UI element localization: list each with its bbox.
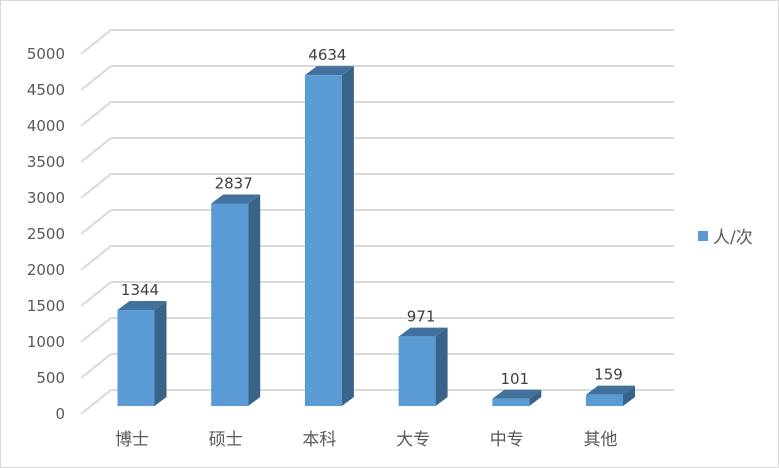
bar-side [529,389,542,406]
y-tick-label: 500 [36,369,65,387]
bar-side [341,66,354,407]
bar [117,310,155,406]
bar-side [623,385,635,406]
legend-label: 人/次 [713,228,753,248]
x-tick-label: 本科 [302,430,336,450]
data-label: 1344 [121,281,159,299]
y-tick-label: 3000 [27,189,65,207]
gridline-floor [80,101,112,127]
bar [304,75,342,407]
x-tick-label: 博士 [115,430,149,450]
y-tick-label: 0 [55,405,65,423]
y-tick-label: 2500 [27,225,65,243]
gridline-floor [80,317,112,343]
x-tick-label: 中专 [490,430,524,450]
y-tick-label: 5000 [27,45,65,63]
gridline-floor [80,209,112,235]
legend-swatch [698,230,708,241]
gridline-floor [80,137,112,163]
y-tick-label: 1500 [27,297,65,315]
bar-side [154,301,167,406]
y-tick-label: 2000 [27,261,65,279]
bar [211,203,249,406]
gridline-floor [80,281,112,307]
x-tick-label: 硕士 [209,430,243,450]
gridline-floor [80,353,112,379]
bar [398,336,436,406]
gridline-floor [80,389,112,415]
data-label: 101 [500,370,529,388]
x-tick-label: 大专 [396,430,430,450]
data-label: 159 [594,366,623,384]
y-tick-label: 4500 [27,81,65,99]
gridline-floor [80,245,112,271]
bar-top [117,301,167,311]
bar [586,394,623,406]
bar-side [435,327,448,406]
bar-top [492,389,542,399]
bar-top [211,194,261,204]
y-tick-label: 1000 [27,333,65,351]
data-label: 4634 [308,46,346,64]
gridline-floor [80,173,112,199]
bar-side [248,194,261,406]
bar-top [398,327,448,337]
bar-top [304,66,354,76]
x-tick-label: 其他 [584,430,618,450]
y-tick-label: 3500 [27,153,65,171]
gridline-floor [80,65,112,91]
bar [492,398,530,406]
bar-top [586,385,635,395]
data-label: 2837 [215,174,253,192]
y-tick-label: 4000 [27,117,65,135]
data-label: 971 [407,308,436,326]
gridline-floor [80,29,112,55]
legend: 人/次 [698,223,753,248]
